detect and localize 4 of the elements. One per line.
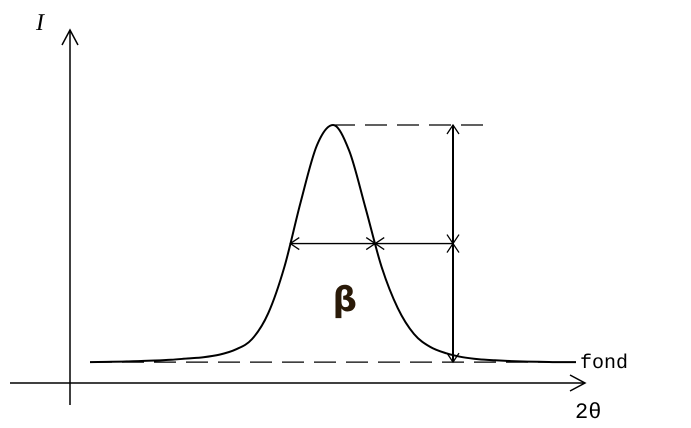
ref-line-label: fond <box>580 352 628 376</box>
y-axis-title: I <box>35 10 45 36</box>
annotation: β <box>332 280 357 320</box>
x-axis-title: 2θ <box>575 400 602 425</box>
